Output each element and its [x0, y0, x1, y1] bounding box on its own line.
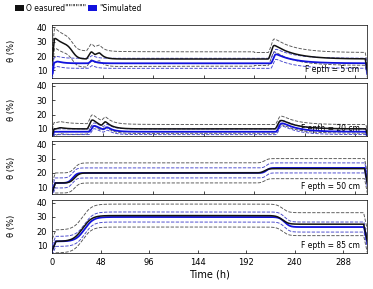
Legend: O easured"""""", "Simulated: O easured"""""", "Simulated [15, 4, 142, 13]
Y-axis label: θ (%): θ (%) [7, 215, 16, 238]
Text: F epth = 5 cm: F epth = 5 cm [305, 66, 360, 75]
Text: F epth = 85 cm: F epth = 85 cm [301, 241, 360, 250]
Text: F epth = 50 cm: F epth = 50 cm [301, 182, 360, 191]
Y-axis label: θ (%): θ (%) [7, 98, 16, 121]
Y-axis label: θ (%): θ (%) [7, 40, 16, 62]
Y-axis label: θ (%): θ (%) [7, 157, 16, 179]
X-axis label: Time (h): Time (h) [189, 270, 230, 279]
Text: F epth = 20 cm: F epth = 20 cm [301, 124, 360, 133]
